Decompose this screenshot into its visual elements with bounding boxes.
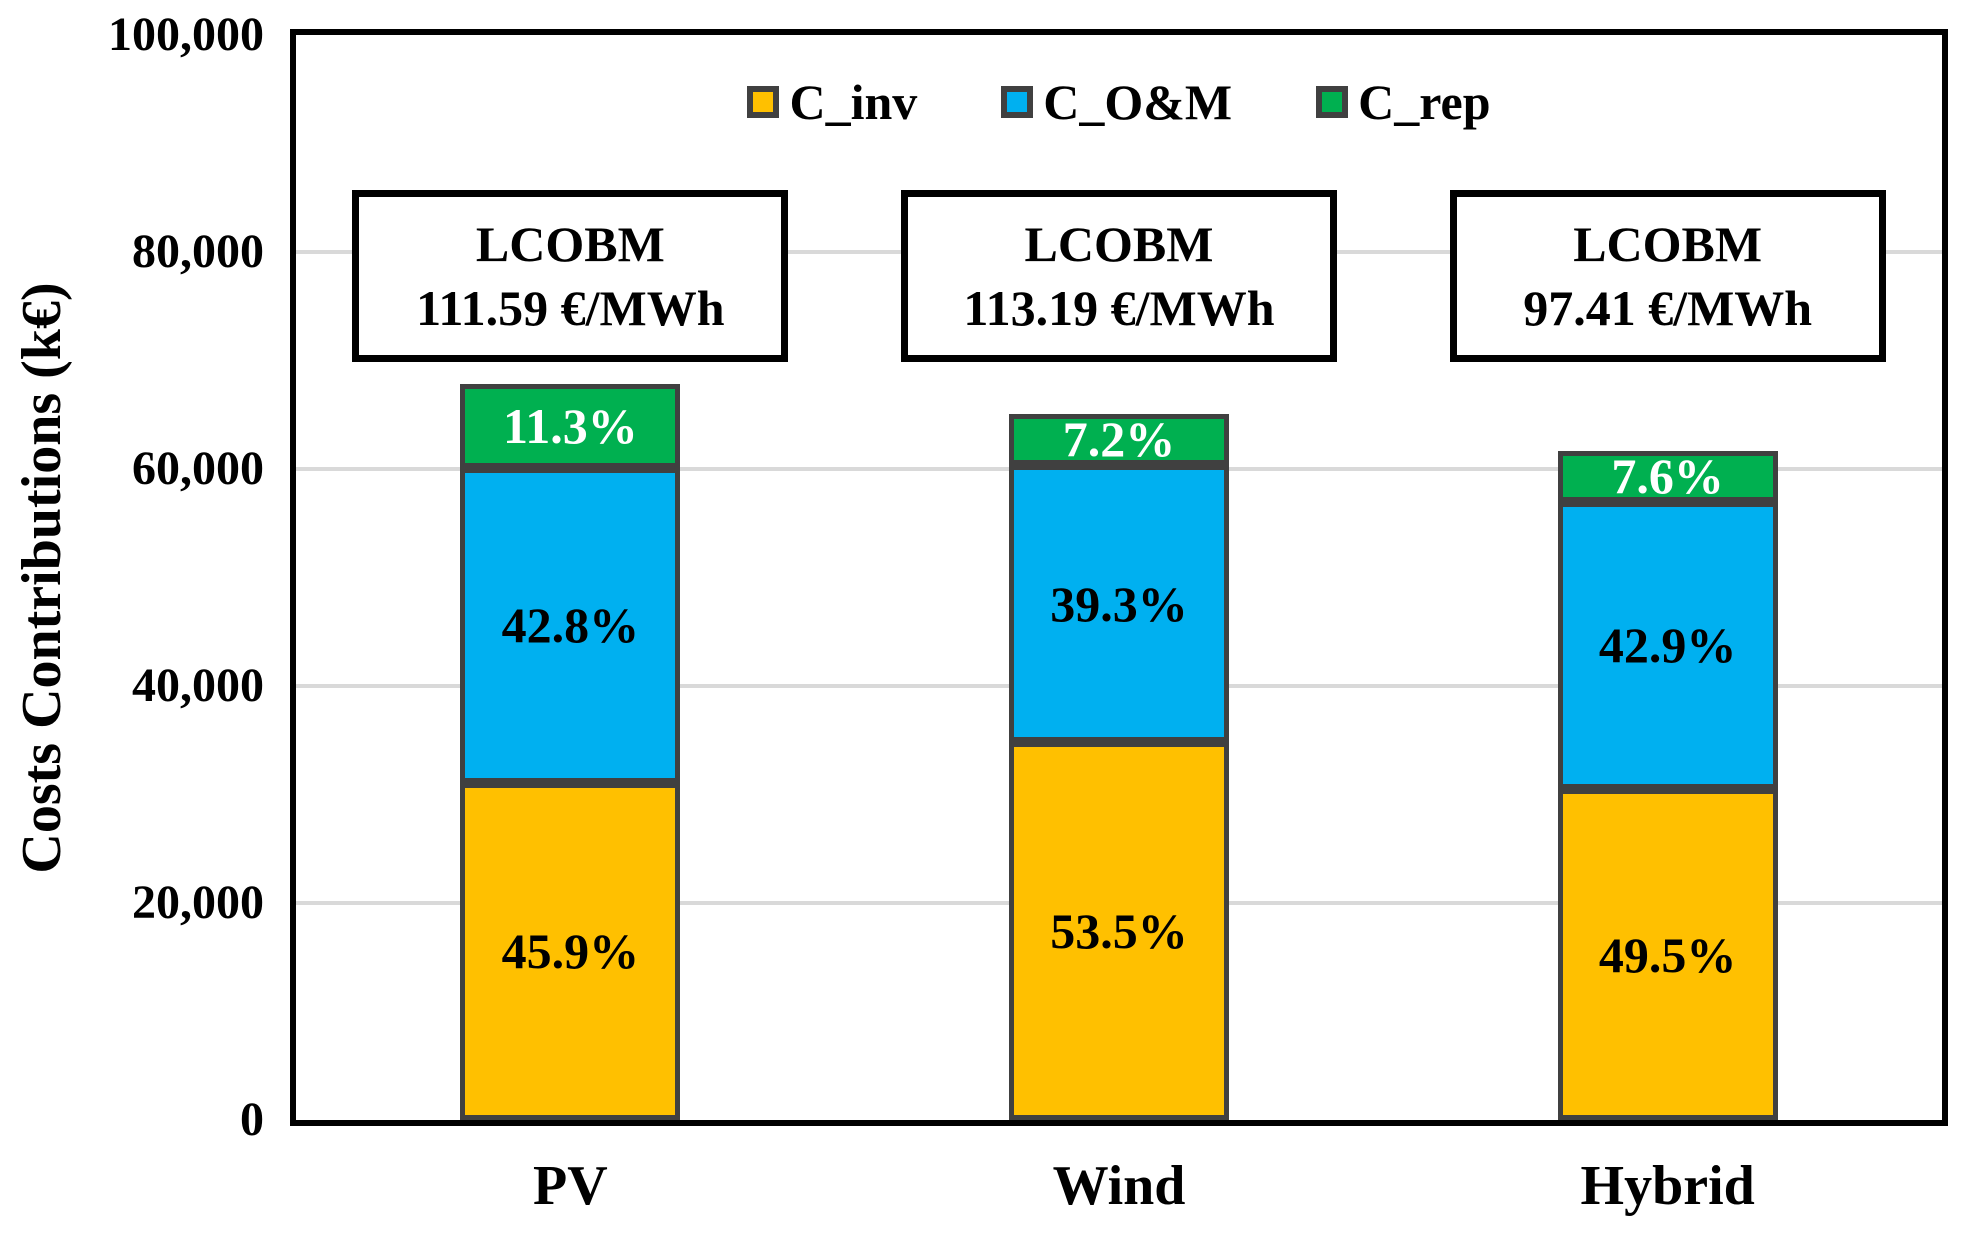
x-label-wind: Wind (1052, 1155, 1186, 1217)
segment-percentage-label: 39.3% (1050, 575, 1188, 632)
bar-segment-c-o-m: 39.3% (1009, 464, 1229, 743)
y-tick-label: 0 (240, 1093, 264, 1146)
x-label-hybrid: Hybrid (1580, 1155, 1755, 1217)
lcobm-value: 113.19 €/MWh (963, 280, 1275, 336)
legend-item-c-om: C_O&M (1001, 77, 1232, 127)
y-axis-title: Costs Contributions (k€) (11, 282, 73, 874)
x-label-pv: PV (533, 1155, 608, 1217)
y-tick-label: 100,000 (108, 8, 264, 61)
segment-percentage-label: 53.5% (1050, 903, 1188, 960)
lcobm-value: 111.59 €/MWh (416, 280, 725, 336)
lcobm-title: LCOBM (1024, 216, 1214, 272)
x-axis-category-labels: PV Wind Hybrid (296, 1150, 1942, 1230)
bar-segment-c-inv: 53.5% (1009, 742, 1229, 1120)
segment-percentage-label: 7.6% (1611, 448, 1724, 505)
legend-label-c-rep: C_rep (1358, 74, 1491, 130)
bar-segment-c-o-m: 42.9% (1557, 501, 1778, 790)
legend-item-c-rep: C_rep (1316, 74, 1491, 130)
segment-percentage-label: 11.3% (502, 398, 638, 455)
y-tick-label: 80,000 (132, 225, 264, 278)
legend-swatch-c-om-icon (1001, 86, 1034, 118)
legend-label-c-om: C_O&M (1043, 74, 1233, 130)
bar-segment-c-o-m: 42.8% (460, 467, 681, 783)
lcobm-value: 97.41 €/MWh (1523, 280, 1813, 336)
lcobm-box-wind: LCOBM 113.19 €/MWh (901, 190, 1337, 362)
legend: C_inv C_O&M C_rep (296, 77, 1942, 127)
segment-percentage-label: 7.2% (1062, 411, 1176, 468)
segment-percentage-label: 45.9% (501, 923, 640, 980)
bar-segment-c-inv: 45.9% (460, 782, 681, 1120)
segment-percentage-label: 42.9% (1598, 617, 1737, 674)
bars-layer: 45.9% 42.8% 11.3% 53.5% 39.3% 7.2% 49.5% 42.9% 7… (296, 35, 1942, 1120)
lcobm-box-pv: LCOBM 111.59 €/MWh (352, 190, 789, 362)
legend-item-c-inv: C_inv (747, 77, 917, 127)
lcobm-box-hybrid: LCOBM 97.41 €/MWh (1449, 190, 1886, 362)
bar-segment-c-rep: 7.2% (1009, 411, 1229, 468)
bar-segment-c-rep: 11.3% (460, 384, 681, 468)
lcobm-title: LCOBM (1573, 216, 1763, 272)
lcobm-title: LCOBM (475, 216, 665, 272)
legend-swatch-c-inv-icon (747, 86, 780, 118)
segment-percentage-label: 42.8% (501, 597, 640, 654)
y-tick-label: 20,000 (132, 876, 264, 929)
legend-label-c-inv: C_inv (789, 74, 918, 130)
y-tick-label: 40,000 (132, 659, 264, 712)
bar-segment-c-rep: 7.6% (1557, 448, 1778, 505)
y-tick-label: 60,000 (132, 442, 264, 495)
lcobm-boxes-layer: LCOBM 111.59 €/MWh LCOBM 113.19 €/MWh LCOBM 9… (296, 35, 1942, 1120)
bar-segment-c-inv: 49.5% (1557, 789, 1778, 1120)
legend-swatch-c-rep-icon (1316, 86, 1349, 118)
segment-percentage-label: 49.5% (1598, 926, 1737, 983)
